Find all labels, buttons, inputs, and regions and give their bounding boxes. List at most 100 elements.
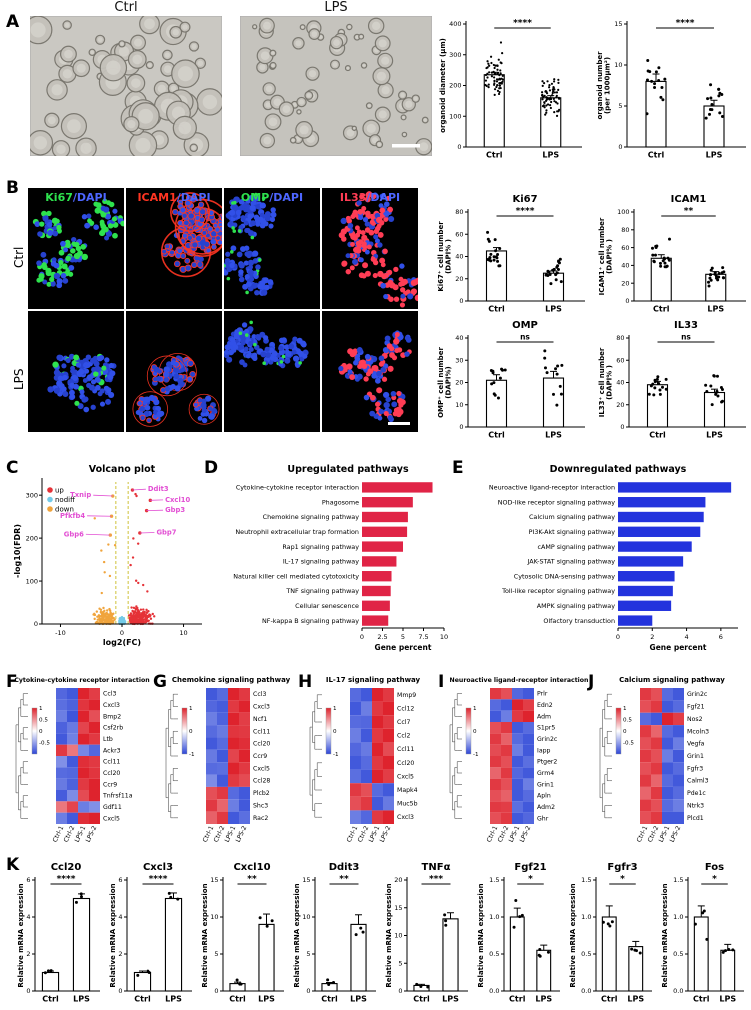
svg-text:ICAM1⁺ cell number: ICAM1⁺ cell number xyxy=(598,217,606,295)
svg-text:1: 1 xyxy=(623,706,627,712)
svg-text:LPS: LPS xyxy=(442,995,459,1004)
svg-text:Ccl7: Ccl7 xyxy=(397,719,410,726)
svg-text:100: 100 xyxy=(617,208,629,216)
svg-text:0.5: 0.5 xyxy=(623,718,632,724)
svg-text:LPS: LPS xyxy=(535,995,552,1004)
svg-text:Calml3: Calml3 xyxy=(687,778,709,785)
panel-label-k: K xyxy=(6,855,20,875)
svg-text:1.5: 1.5 xyxy=(581,876,591,884)
svg-text:Ccl28: Ccl28 xyxy=(253,778,270,785)
svg-text:Phagosome: Phagosome xyxy=(322,498,359,506)
svg-text:Ccl20: Ccl20 xyxy=(51,862,82,873)
chemokine-signaling-heatmap: Chemokine signaling pathway Ccl3 Cxcl3 Ncf1… xyxy=(165,676,291,844)
svg-text:LPS: LPS xyxy=(545,431,562,440)
svg-text:Ccl12: Ccl12 xyxy=(397,705,414,712)
svg-text:Apln: Apln xyxy=(537,793,551,800)
svg-text:Ctrl: Ctrl xyxy=(134,995,151,1004)
svg-text:20: 20 xyxy=(455,379,463,387)
svg-text:10: 10 xyxy=(179,629,187,637)
panel-label-c: C xyxy=(6,458,19,478)
svg-text:Ccl11: Ccl11 xyxy=(103,759,120,766)
brightfield-image-ctrl xyxy=(30,16,222,156)
svg-text:(DAPI% ): (DAPI% ) xyxy=(445,239,453,274)
panel-label-b: B xyxy=(6,178,19,198)
svg-text:Ptger2: Ptger2 xyxy=(537,759,557,766)
svg-text:Ncf1: Ncf1 xyxy=(253,716,267,723)
svg-text:Toll-like receptor signaling p: Toll-like receptor signaling pathway xyxy=(501,587,615,595)
marker-name-omp: OMP xyxy=(240,191,270,204)
svg-text:Shc3: Shc3 xyxy=(253,802,268,809)
svg-text:Cxcl3: Cxcl3 xyxy=(253,704,270,711)
svg-text:Volcano plot: Volcano plot xyxy=(89,464,156,475)
svg-text:1.5: 1.5 xyxy=(489,876,499,884)
svg-text:Nos2: Nos2 xyxy=(687,716,703,723)
svg-text:Rap1 signaling pathway: Rap1 signaling pathway xyxy=(282,543,359,551)
svg-text:Grm4: Grm4 xyxy=(537,770,554,777)
svg-text:Relative mRNA expression: Relative mRNA expression xyxy=(661,883,669,987)
panel-label-f: F xyxy=(6,672,18,692)
svg-text:LPS: LPS xyxy=(627,995,644,1004)
brightfield-image-lps xyxy=(240,16,432,156)
svg-text:10: 10 xyxy=(440,633,448,641)
svg-text:1.0: 1.0 xyxy=(673,913,683,921)
fgfr3-qpcr-chart: 0.0 0.5 1.0 1.5 Relative mRNA expression Ctrl… xyxy=(569,862,652,1004)
svg-text:40: 40 xyxy=(455,253,463,261)
svg-text:IL-17 signaling pathway: IL-17 signaling pathway xyxy=(326,676,421,684)
svg-text:Gbp3: Gbp3 xyxy=(165,506,185,514)
svg-text:0: 0 xyxy=(459,423,463,431)
svg-text:0: 0 xyxy=(360,633,364,641)
svg-text:4: 4 xyxy=(26,913,30,921)
svg-text:80: 80 xyxy=(455,208,463,216)
svg-text:*: * xyxy=(712,875,717,885)
svg-text:15: 15 xyxy=(614,20,622,28)
svg-text:0.0: 0.0 xyxy=(489,987,499,995)
svg-text:-log10(FDR): -log10(FDR) xyxy=(13,524,22,578)
svg-text:LPS: LPS xyxy=(706,151,723,160)
svg-text:OMP⁺ cell number: OMP⁺ cell number xyxy=(437,347,445,418)
svg-text:2: 2 xyxy=(26,950,30,958)
svg-text:Cxcl5: Cxcl5 xyxy=(103,815,120,822)
if-image-lps-omp xyxy=(224,311,320,432)
svg-text:7.5: 7.5 xyxy=(418,633,428,641)
svg-text:Relative mRNA expression: Relative mRNA expression xyxy=(477,883,485,987)
svg-text:40: 40 xyxy=(455,334,463,342)
svg-text:Csf2rb: Csf2rb xyxy=(103,725,123,732)
svg-text:log2(FC): log2(FC) xyxy=(103,638,141,647)
downregulated-pathways-chart: Neuroactive ligand-receptor interaction N… xyxy=(489,464,738,652)
svg-text:Gbp7: Gbp7 xyxy=(156,529,176,537)
if-image-lps-ki67 xyxy=(28,311,124,432)
svg-text:10: 10 xyxy=(455,401,463,409)
if-image-ctrl-ki67 xyxy=(28,188,124,309)
svg-text:-0.5: -0.5 xyxy=(623,741,634,747)
svg-text:300: 300 xyxy=(449,51,461,59)
svg-text:**: ** xyxy=(684,207,694,217)
svg-text:S1pr5: S1pr5 xyxy=(537,725,555,732)
svg-text:LPS: LPS xyxy=(73,995,90,1004)
cytokine-receptor-heatmap: Cytokine-cytokine receptor interaction Cc… xyxy=(14,677,149,844)
panel-label-i: I xyxy=(438,672,445,692)
svg-text:0.5: 0.5 xyxy=(39,718,48,724)
svg-text:Ccl20: Ccl20 xyxy=(253,741,270,748)
svg-text:20: 20 xyxy=(621,279,629,287)
svg-text:10: 10 xyxy=(302,913,310,921)
svg-text:0: 0 xyxy=(623,729,627,735)
svg-text:*: * xyxy=(620,875,625,885)
svg-text:0: 0 xyxy=(457,143,461,151)
svg-text:****: **** xyxy=(57,875,76,885)
svg-text:Upregulated pathways: Upregulated pathways xyxy=(287,464,409,475)
svg-text:Txnip: Txnip xyxy=(70,491,91,499)
svg-text:ns: ns xyxy=(681,333,691,342)
svg-text:0: 0 xyxy=(34,620,38,628)
svg-text:0: 0 xyxy=(625,297,629,305)
svg-text:Grin2c: Grin2c xyxy=(537,736,558,743)
svg-text:0: 0 xyxy=(118,987,122,995)
calcium-signaling-heatmap: Calcium signaling pathway Grin2c Fgf21 Nos2… xyxy=(599,676,725,844)
svg-text:1.0: 1.0 xyxy=(489,913,499,921)
panel-label-g: G xyxy=(153,672,167,692)
svg-text:1.0: 1.0 xyxy=(581,913,591,921)
svg-text:(DAPI%): (DAPI%) xyxy=(445,366,453,398)
svg-text:Cytokine-cytokine receptor int: Cytokine-cytokine receptor interaction xyxy=(14,677,149,684)
